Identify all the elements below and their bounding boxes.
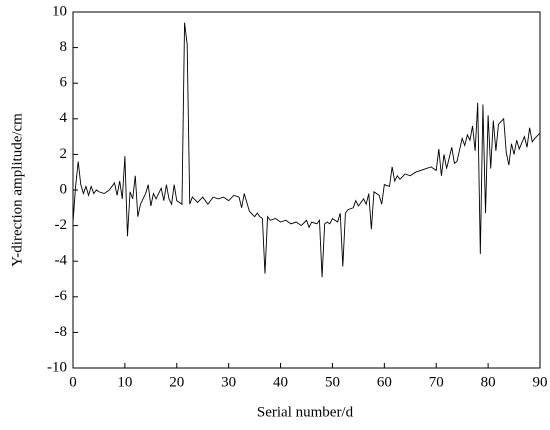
x-tick-label: 90 xyxy=(533,374,548,390)
y-tick-label: -8 xyxy=(55,324,68,340)
y-tick-label: -4 xyxy=(55,253,68,269)
data-line xyxy=(72,22,541,278)
x-tick-label: 70 xyxy=(429,374,444,390)
x-tick-label: 20 xyxy=(169,374,184,390)
y-tick-label: -10 xyxy=(47,359,67,375)
x-tick-label: 50 xyxy=(325,374,340,390)
y-tick-label: 0 xyxy=(60,181,68,197)
y-tick-label: -6 xyxy=(55,288,68,304)
x-tick-label: 0 xyxy=(69,374,77,390)
y-tick-label: -2 xyxy=(55,217,68,233)
x-tick-label: 40 xyxy=(273,374,288,390)
y-tick-label: 10 xyxy=(52,3,67,19)
x-tick-label: 10 xyxy=(117,374,132,390)
y-tick-label: 4 xyxy=(60,110,68,126)
y-tick-label: 8 xyxy=(60,39,68,55)
x-tick-label: 80 xyxy=(481,374,496,390)
y-axis-label: Y-direction amplitude/cm xyxy=(9,113,25,267)
x-tick-label: 60 xyxy=(377,374,392,390)
y-tick-label: 6 xyxy=(60,75,68,91)
x-axis-label: Serial number/d xyxy=(257,404,354,420)
y-tick-label: 2 xyxy=(60,146,68,162)
plot-frame xyxy=(72,11,541,369)
x-tick-label: 30 xyxy=(221,374,236,390)
